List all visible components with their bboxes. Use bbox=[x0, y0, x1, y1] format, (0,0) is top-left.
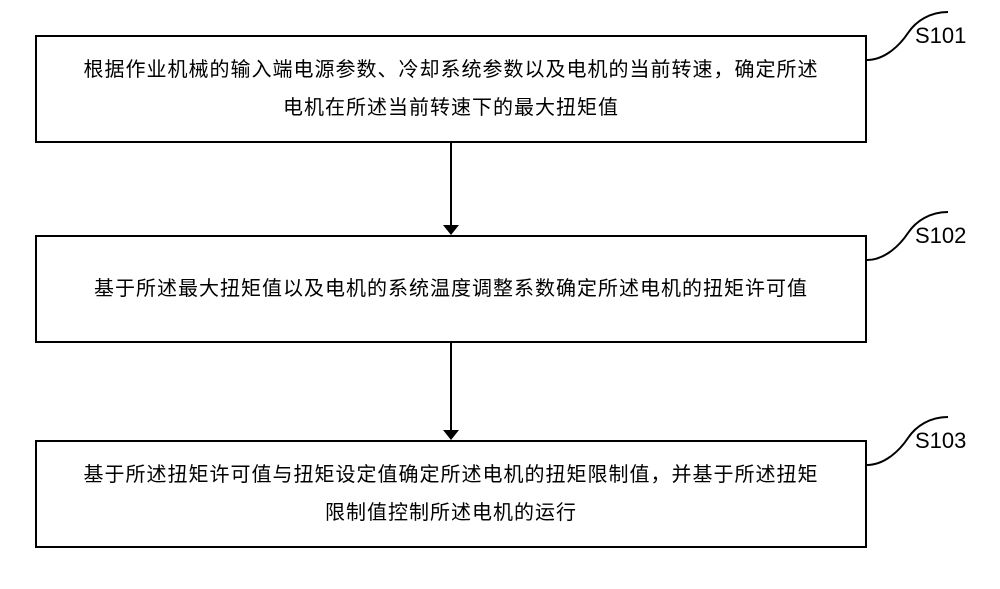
flow-arrow bbox=[441, 143, 461, 235]
flow-node-text: 基于所述扭矩许可值与扭矩设定值确定所述电机的扭矩限制值，并基于所述扭矩限制值控制… bbox=[77, 456, 825, 532]
step-label-s102: S102 bbox=[915, 223, 966, 249]
flow-node-s103: 基于所述扭矩许可值与扭矩设定值确定所述电机的扭矩限制值，并基于所述扭矩限制值控制… bbox=[35, 440, 867, 548]
flow-node-text: 根据作业机械的输入端电源参数、冷却系统参数以及电机的当前转速，确定所述电机在所述… bbox=[77, 51, 825, 127]
step-label-s101: S101 bbox=[915, 23, 966, 49]
flow-arrow bbox=[441, 343, 461, 440]
step-label-s103: S103 bbox=[915, 428, 966, 454]
flow-node-s101: 根据作业机械的输入端电源参数、冷却系统参数以及电机的当前转速，确定所述电机在所述… bbox=[35, 35, 867, 143]
flow-node-s102: 基于所述最大扭矩值以及电机的系统温度调整系数确定所述电机的扭矩许可值 bbox=[35, 235, 867, 343]
flow-node-text: 基于所述最大扭矩值以及电机的系统温度调整系数确定所述电机的扭矩许可值 bbox=[94, 270, 808, 308]
flowchart-canvas: 根据作业机械的输入端电源参数、冷却系统参数以及电机的当前转速，确定所述电机在所述… bbox=[0, 0, 1000, 589]
